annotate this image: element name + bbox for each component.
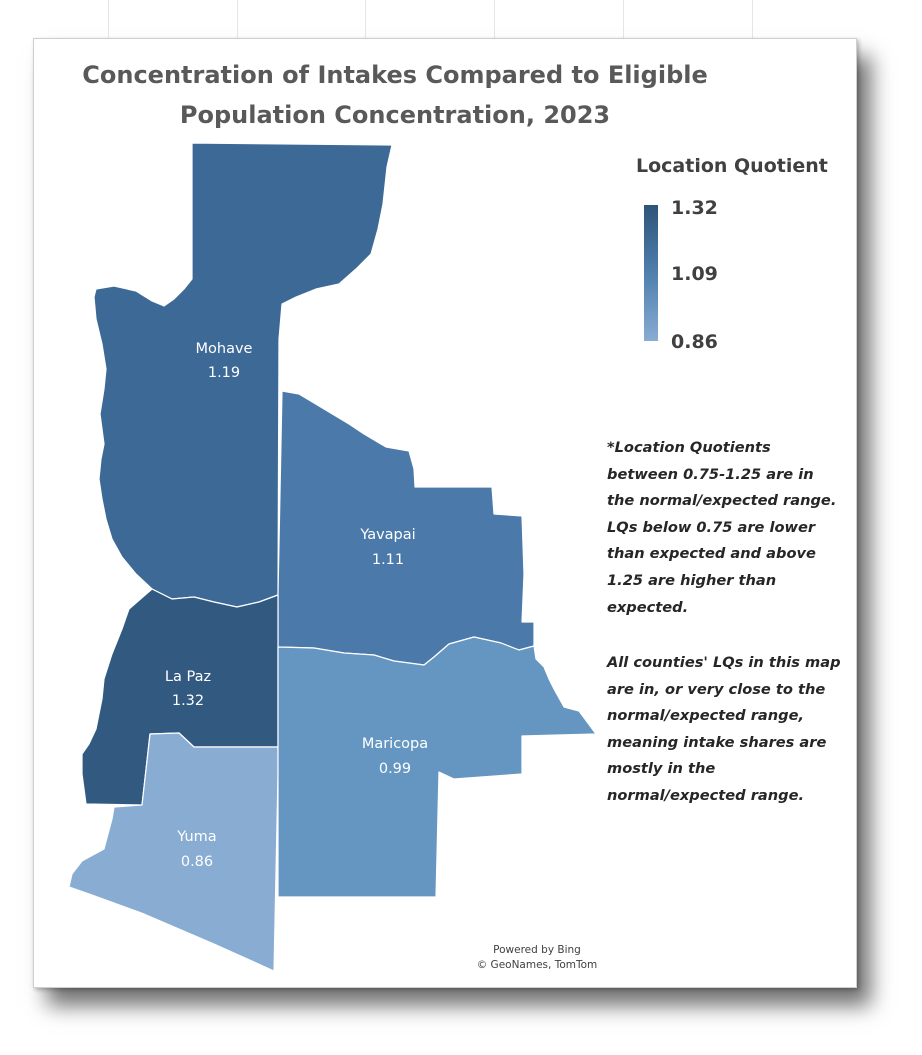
legend-title: Location Quotient <box>636 155 828 177</box>
county-yuma[interactable] <box>68 732 279 972</box>
legend-color-scale <box>644 205 658 341</box>
sheet-gridline <box>237 0 238 40</box>
note-counties-summary: All counties' LQs in this map are in, or… <box>607 654 841 804</box>
county-name-label: Mohave <box>196 341 253 357</box>
county-name-label: Yavapai <box>359 527 415 543</box>
map-title-line-1: Concentration of Intakes Compared to Eli… <box>82 61 708 89</box>
map-chart-card[interactable]: Concentration of Intakes Compared to Eli… <box>33 38 857 988</box>
legend-max-value: 1.32 <box>671 197 718 219</box>
county-name-label: Yuma <box>176 829 216 845</box>
county-value-label: 1.11 <box>372 552 404 568</box>
county-mohave[interactable] <box>93 142 393 608</box>
map-title-line-2: Population Concentration, 2023 <box>179 101 611 129</box>
credit-powered-by: Powered by Bing <box>493 944 581 956</box>
legend-min-value: 0.86 <box>671 331 718 353</box>
note-location-quotient-ranges: *Location Quotients between 0.75-1.25 ar… <box>607 439 837 616</box>
county-value-label: 0.99 <box>379 761 411 777</box>
county-value-label: 1.19 <box>208 365 240 381</box>
county-name-label: La Paz <box>165 669 211 685</box>
county-maricopa[interactable] <box>277 636 597 898</box>
county-value-label: 0.86 <box>181 854 213 870</box>
county-value-label: 1.32 <box>172 693 204 709</box>
county-map: Mohave 1.19 Yavapai 1.11 La Paz 1.32 Maricopa 0… <box>68 142 597 972</box>
county-name-label: Maricopa <box>362 736 428 752</box>
map-title: Concentration of Intakes Compared to Eli… <box>34 55 756 135</box>
sheet-gridline <box>623 0 624 40</box>
sheet-gridline <box>494 0 495 40</box>
sheet-gridline <box>752 0 753 40</box>
legend-mid-value: 1.09 <box>671 263 718 285</box>
credit-attribution: © GeoNames, TomTom <box>476 959 598 971</box>
sheet-gridline <box>108 0 109 40</box>
sheet-gridline <box>365 0 366 40</box>
